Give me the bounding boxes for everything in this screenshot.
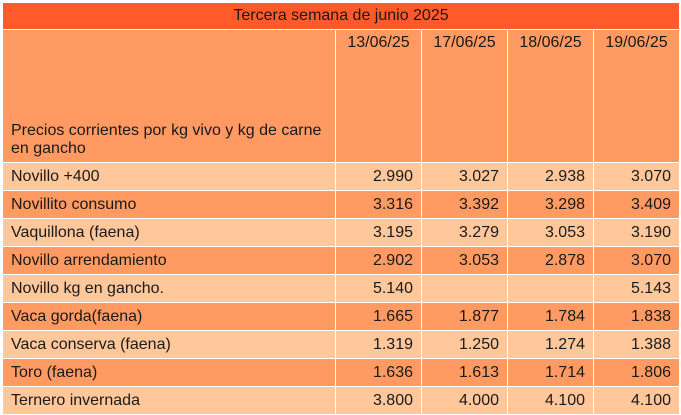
- price-cell: 3.409: [593, 190, 680, 219]
- price-cell: 1.636: [335, 358, 422, 387]
- price-cell: 4.000: [421, 386, 508, 415]
- date-header: 17/06/25: [421, 29, 508, 163]
- table-row: Vaquillona (faena) 3.195 3.279 3.053 3.190: [2, 218, 680, 247]
- header-row: Precios corrientes por kg vivo y kg de c…: [2, 29, 680, 163]
- table-row: Vaca conserva (faena) 1.319 1.250 1.274 1.38…: [2, 330, 680, 359]
- price-cell: 3.053: [421, 246, 508, 275]
- date-header: 19/06/25: [593, 29, 680, 163]
- price-cell: 1.784: [507, 302, 594, 331]
- price-cell: 1.250: [421, 330, 508, 359]
- price-cell: 2.902: [335, 246, 422, 275]
- price-cell: 3.195: [335, 218, 422, 247]
- date-header: 13/06/25: [335, 29, 422, 163]
- row-label: Vaca gorda(faena): [2, 302, 336, 331]
- price-cell: 2.878: [507, 246, 594, 275]
- row-label: Vaquillona (faena): [2, 218, 336, 247]
- row-label: Novillo arrendamiento: [2, 246, 336, 275]
- price-cell: 3.027: [421, 162, 508, 191]
- table-row: Toro (faena) 1.636 1.613 1.714 1.806: [2, 358, 680, 387]
- table-title: Tercera semana de junio 2025: [2, 2, 680, 30]
- price-cell: 1.714: [507, 358, 594, 387]
- price-cell: 1.806: [593, 358, 680, 387]
- price-cell: [421, 274, 508, 303]
- table-row: Novillito consumo 3.316 3.392 3.298 3.409: [2, 190, 680, 219]
- row-label: Novillo kg en gancho.: [2, 274, 336, 303]
- price-cell: 1.877: [421, 302, 508, 331]
- table-row: Vaca gorda(faena) 1.665 1.877 1.784 1.838: [2, 302, 680, 331]
- price-cell: 5.140: [335, 274, 422, 303]
- price-cell: 1.319: [335, 330, 422, 359]
- row-label: Novillo +400: [2, 162, 336, 191]
- title-row: Tercera semana de junio 2025: [2, 2, 680, 30]
- price-cell: 1.613: [421, 358, 508, 387]
- row-label: Vaca conserva (faena): [2, 330, 336, 359]
- price-cell: 3.070: [593, 246, 680, 275]
- table-row: Ternero invernada 3.800 4.000 4.100 4.100: [2, 386, 680, 415]
- price-cell: 3.392: [421, 190, 508, 219]
- price-cell: 1.388: [593, 330, 680, 359]
- price-cell: 3.053: [507, 218, 594, 247]
- row-label: Novillito consumo: [2, 190, 336, 219]
- row-label: Ternero invernada: [2, 386, 336, 415]
- price-cell: 2.938: [507, 162, 594, 191]
- price-cell: [507, 274, 594, 303]
- row-label: Toro (faena): [2, 358, 336, 387]
- price-cell: 1.665: [335, 302, 422, 331]
- table-row: Novillo +400 2.990 3.027 2.938 3.070: [2, 162, 680, 191]
- price-cell: 3.070: [593, 162, 680, 191]
- header-label: Precios corrientes por kg vivo y kg de c…: [2, 29, 336, 163]
- price-cell: 3.298: [507, 190, 594, 219]
- table-row: Novillo arrendamiento 2.902 3.053 2.878 3.07…: [2, 246, 680, 275]
- price-cell: 3.190: [593, 218, 680, 247]
- price-cell: 3.316: [335, 190, 422, 219]
- price-cell: 1.838: [593, 302, 680, 331]
- price-cell: 3.279: [421, 218, 508, 247]
- price-cell: 3.800: [335, 386, 422, 415]
- price-cell: 2.990: [335, 162, 422, 191]
- price-cell: 4.100: [593, 386, 680, 415]
- price-cell: 1.274: [507, 330, 594, 359]
- table-row: Novillo kg en gancho. 5.140 5.143: [2, 274, 680, 303]
- date-header: 18/06/25: [507, 29, 594, 163]
- price-cell: 4.100: [507, 386, 594, 415]
- price-cell: 5.143: [593, 274, 680, 303]
